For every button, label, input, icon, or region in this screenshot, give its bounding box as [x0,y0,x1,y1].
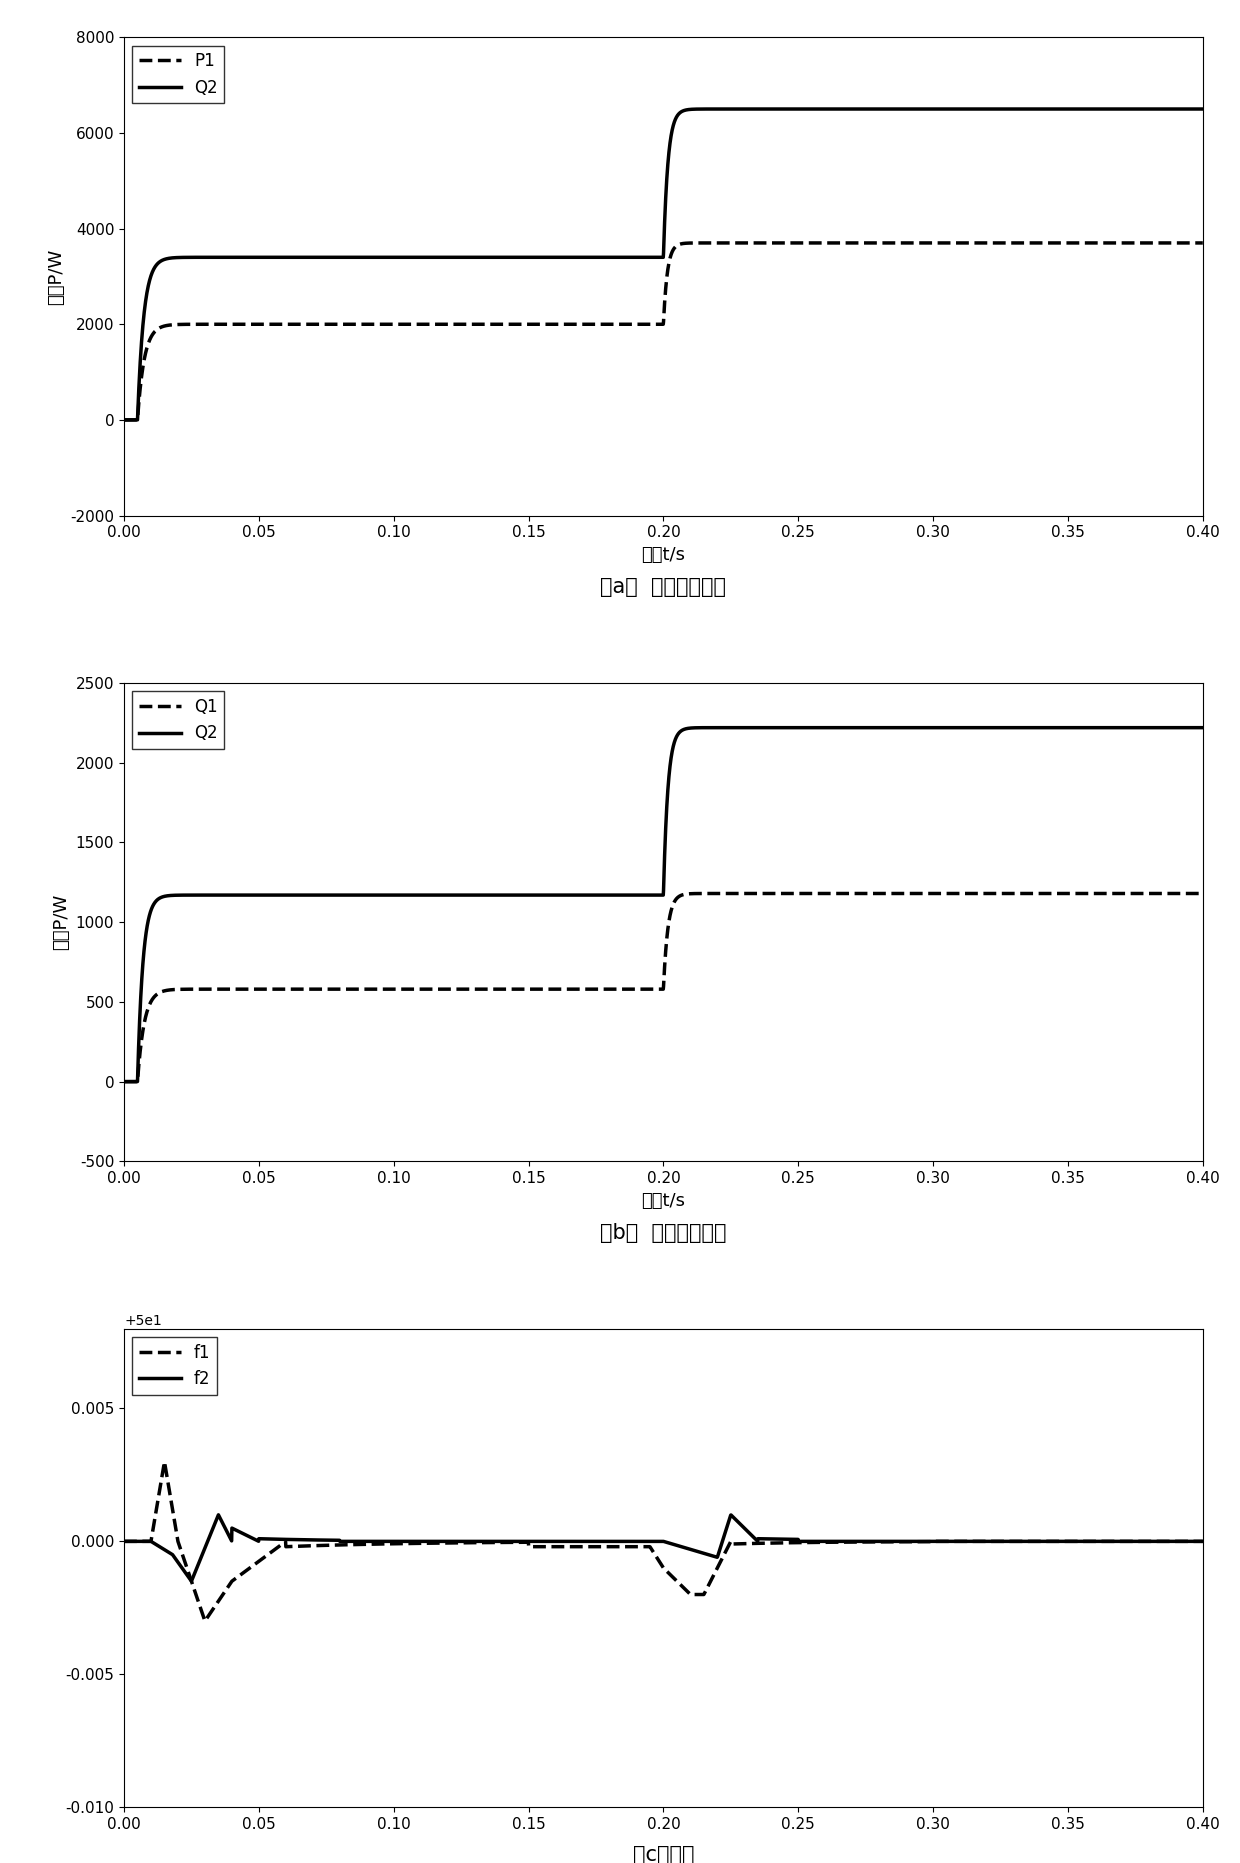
P1 [117,408,131,430]
Q2 [723,99,738,121]
X-axis label: 时间t/s: 时间t/s [641,1192,686,1209]
Q1 [723,883,738,905]
P1 [1195,231,1210,253]
Q1 [1162,883,1177,905]
f2 [184,1571,198,1593]
Q2 [117,1071,131,1094]
Q2 [1195,717,1210,740]
P1 [1162,231,1177,253]
f1 [570,1535,585,1557]
f1 [197,1610,212,1632]
Q1 [1109,883,1123,905]
f2 [117,1530,131,1552]
P1 [711,231,725,253]
f1 [157,1451,172,1474]
Title: （a）  有功分担结果: （a） 有功分担结果 [600,578,727,598]
Q1 [1195,883,1210,905]
f1 [1195,1530,1210,1552]
X-axis label: 时间t/s: 时间t/s [641,546,686,564]
Q2 [723,717,738,740]
Q2 [900,717,915,740]
Q2 [629,883,644,905]
f2 [1163,1530,1178,1552]
f2 [211,1503,226,1526]
Legend: Q1, Q2: Q1, Q2 [133,691,224,749]
f1 [117,1530,131,1552]
Title: （c）频率: （c）频率 [632,1844,694,1863]
f1 [630,1535,645,1557]
Q2 [117,408,131,430]
f2 [1109,1530,1123,1552]
Q2 [629,246,644,268]
Line: P1: P1 [124,242,1203,419]
Legend: f1, f2: f1, f2 [133,1338,217,1395]
Q2 [1195,99,1210,121]
Q2 [569,246,584,268]
Q2 [578,246,593,268]
Q1 [578,978,593,1000]
Q2 [578,883,593,905]
Q2 [1109,99,1123,121]
Q2 [900,99,915,121]
Line: Q2: Q2 [124,728,1203,1082]
P1 [629,313,644,335]
P1 [900,231,915,253]
Q2 [1162,99,1177,121]
f2 [630,1530,645,1552]
Q2 [1109,717,1123,740]
Q1 [900,883,915,905]
f1 [1163,1530,1178,1552]
Line: f1: f1 [124,1462,1203,1621]
f1 [579,1535,594,1557]
Q2 [569,883,584,905]
P1 [1109,231,1123,253]
P1 [569,313,584,335]
Y-axis label: 有功P/W: 有功P/W [47,248,64,304]
Q1 [629,978,644,1000]
f1 [1109,1530,1123,1552]
f2 [579,1530,594,1552]
f2 [900,1530,915,1552]
Q2 [1162,717,1177,740]
Line: Q2: Q2 [124,110,1203,419]
Q1 [569,978,584,1000]
Line: Q1: Q1 [124,894,1203,1082]
Y-axis label: 有功P/W: 有功P/W [52,894,71,950]
Legend: P1, Q2: P1, Q2 [133,45,224,102]
f2 [570,1530,585,1552]
Title: （b）  无功分担结果: （b） 无功分担结果 [600,1224,727,1243]
Line: f2: f2 [124,1515,1203,1582]
f2 [1195,1530,1210,1552]
Q1 [117,1071,131,1094]
f1 [900,1531,915,1554]
P1 [578,313,593,335]
